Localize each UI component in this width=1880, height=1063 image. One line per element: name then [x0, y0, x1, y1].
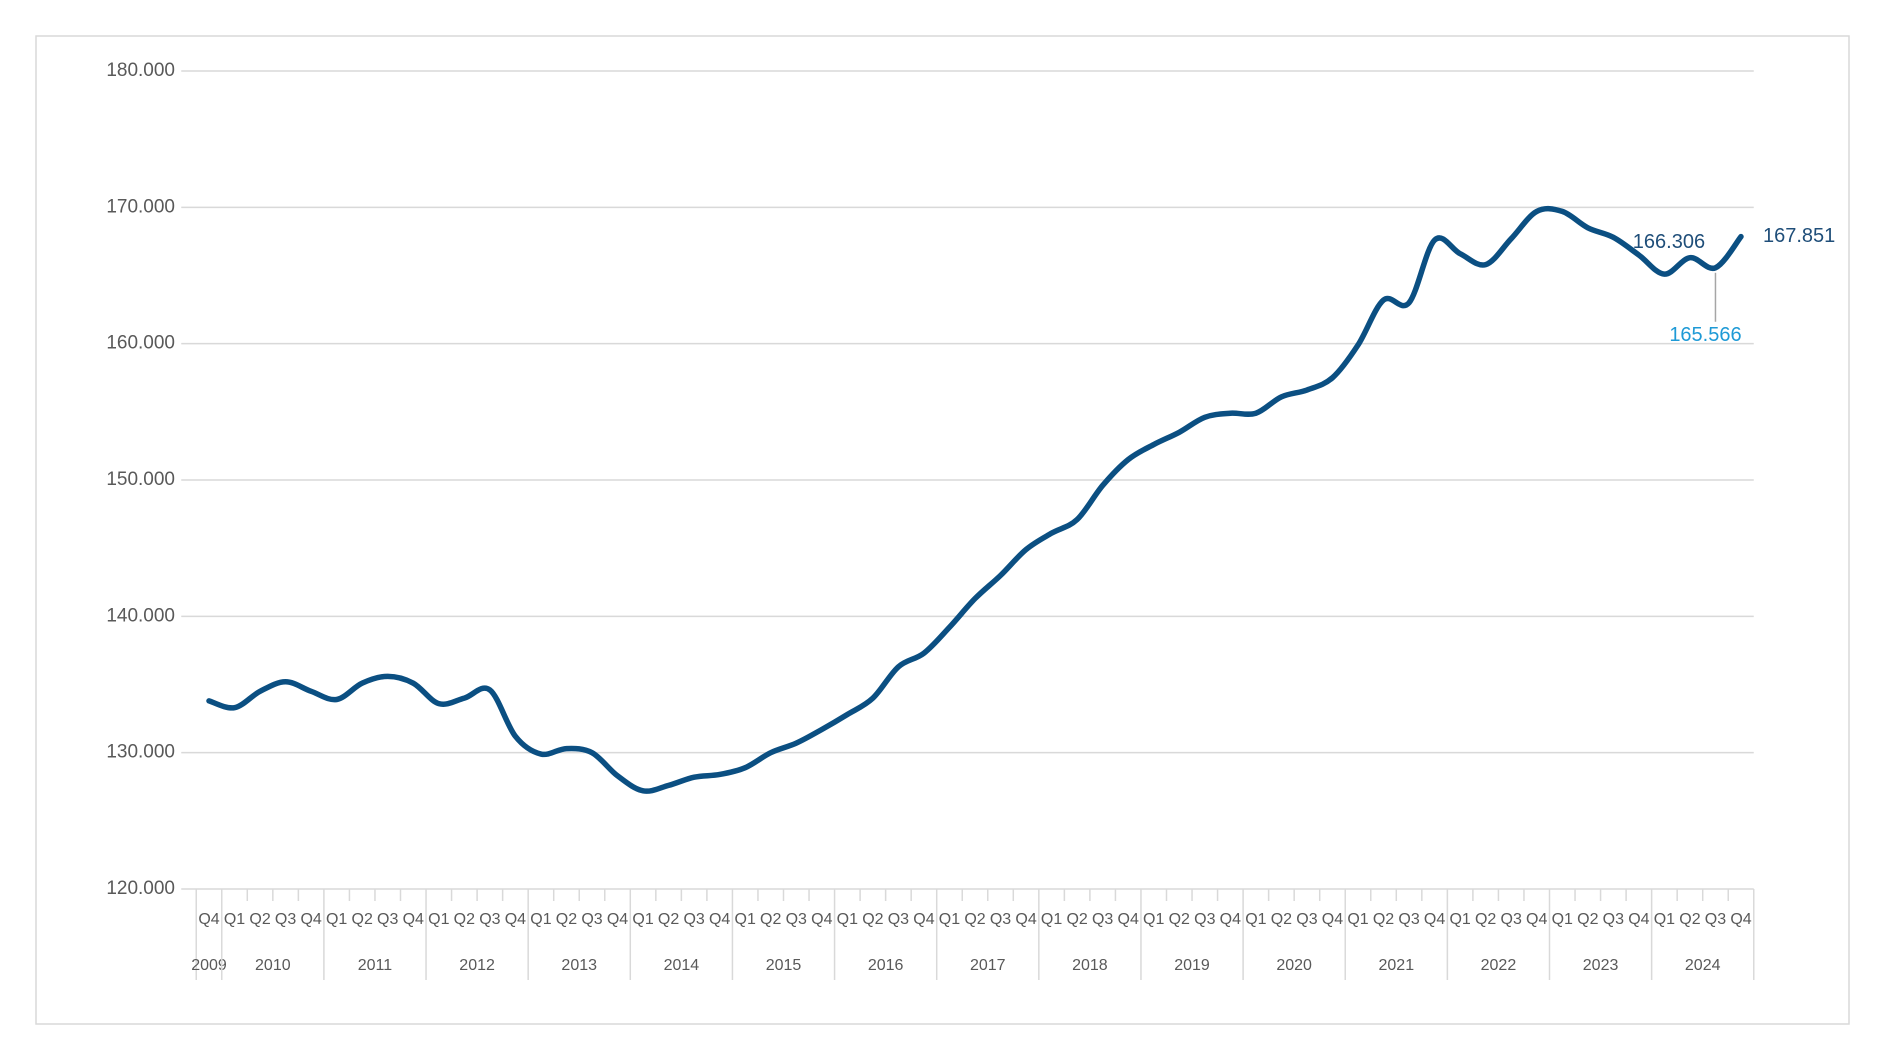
x-tick-label: Q2 [964, 911, 985, 928]
x-tick-label: Q1 [735, 911, 756, 928]
x-tick-label: Q2 [1679, 911, 1700, 928]
y-tick-label: 180.000 [106, 60, 175, 81]
data-label: 165.566 [1669, 324, 1741, 346]
x-tick-label: Q1 [1245, 911, 1266, 928]
x-tick-label: Q3 [275, 911, 296, 928]
x-tick-label: Q3 [1603, 911, 1624, 928]
x-tick-label: Q4 [913, 911, 934, 928]
x-tick-label: Q1 [1552, 911, 1573, 928]
x-tick-label: Q2 [1066, 911, 1087, 928]
x-tick-label: Q2 [454, 911, 475, 928]
x-tick-label: Q4 [1526, 911, 1547, 928]
x-tick-label: Q3 [581, 911, 602, 928]
x-group-label: 2015 [766, 957, 802, 974]
x-tick-label: Q3 [377, 911, 398, 928]
x-group-label: 2020 [1276, 957, 1312, 974]
x-group-label: 2012 [459, 957, 495, 974]
data-line [206, 205, 1744, 794]
y-tick-label: 170.000 [106, 196, 175, 217]
x-group-label: 2017 [970, 957, 1006, 974]
x-tick-label: Q3 [683, 911, 704, 928]
x-tick-label: Q4 [300, 911, 321, 928]
x-tick-label: Q4 [1220, 911, 1241, 928]
x-group-label: 2023 [1583, 957, 1619, 974]
x-tick-label: Q4 [1118, 911, 1139, 928]
x-tick-label: Q3 [1501, 911, 1522, 928]
x-tick-label: Q3 [1296, 911, 1317, 928]
x-tick-label: Q3 [1705, 911, 1726, 928]
x-tick-label: Q4 [1424, 911, 1445, 928]
y-tick-label: 130.000 [106, 742, 175, 763]
x-group-label: 2022 [1481, 957, 1517, 974]
x-tick-label: Q3 [1398, 911, 1419, 928]
x-tick-label: Q2 [862, 911, 883, 928]
x-tick-label: Q2 [1475, 911, 1496, 928]
x-tick-label: Q4 [198, 911, 219, 928]
x-group-label: 2018 [1072, 957, 1108, 974]
chart-frame [35, 35, 1850, 1025]
x-tick-label: Q4 [403, 911, 424, 928]
x-tick-label: Q4 [1322, 911, 1343, 928]
x-tick-label: Q1 [632, 911, 653, 928]
x-tick-label: Q1 [1654, 911, 1675, 928]
x-group-label: 2019 [1174, 957, 1210, 974]
x-tick-label: Q2 [1373, 911, 1394, 928]
y-tick-label: 140.000 [106, 605, 175, 626]
x-tick-label: Q2 [658, 911, 679, 928]
x-tick-label: Q2 [1577, 911, 1598, 928]
x-tick-label: Q2 [556, 911, 577, 928]
x-tick-label: Q3 [479, 911, 500, 928]
x-tick-label: Q4 [709, 911, 730, 928]
x-tick-label: Q1 [428, 911, 449, 928]
x-tick-label: Q2 [760, 911, 781, 928]
y-tick-label: 150.000 [106, 469, 175, 490]
x-tick-label: Q1 [1041, 911, 1062, 928]
x-group-label: 2009 [191, 957, 227, 974]
x-group-label: 2024 [1685, 957, 1721, 974]
x-tick-label: Q2 [1271, 911, 1292, 928]
x-tick-label: Q3 [786, 911, 807, 928]
x-tick-label: Q2 [352, 911, 373, 928]
x-tick-label: Q1 [530, 911, 551, 928]
x-group-label: 2013 [561, 957, 597, 974]
x-tick-label: Q2 [1169, 911, 1190, 928]
x-group-label: 2011 [358, 957, 393, 974]
x-tick-label: Q4 [1015, 911, 1036, 928]
y-tick-label: 160.000 [106, 333, 175, 354]
data-label: 167.851 [1763, 225, 1835, 247]
x-tick-label: Q4 [607, 911, 628, 928]
x-tick-label: Q4 [505, 911, 526, 928]
x-group-label: 2021 [1379, 957, 1415, 974]
x-tick-label: Q1 [224, 911, 245, 928]
x-tick-label: Q3 [990, 911, 1011, 928]
x-tick-label: Q1 [326, 911, 347, 928]
x-group-label: 2014 [664, 957, 700, 974]
x-tick-label: Q1 [939, 911, 960, 928]
y-tick-label: 120.000 [106, 878, 175, 899]
x-tick-label: Q4 [1628, 911, 1649, 928]
x-tick-label: Q2 [249, 911, 270, 928]
x-group-label: 2016 [868, 957, 904, 974]
x-tick-label: Q3 [1092, 911, 1113, 928]
x-tick-label: Q1 [1143, 911, 1164, 928]
x-tick-label: Q4 [811, 911, 832, 928]
data-label: 166.306 [1633, 231, 1705, 253]
x-group-label: 2010 [255, 957, 291, 974]
x-tick-label: Q4 [1730, 911, 1751, 928]
x-tick-label: Q3 [1194, 911, 1215, 928]
x-tick-label: Q3 [888, 911, 909, 928]
x-tick-label: Q1 [1449, 911, 1470, 928]
x-tick-label: Q1 [837, 911, 858, 928]
x-tick-label: Q1 [1347, 911, 1368, 928]
